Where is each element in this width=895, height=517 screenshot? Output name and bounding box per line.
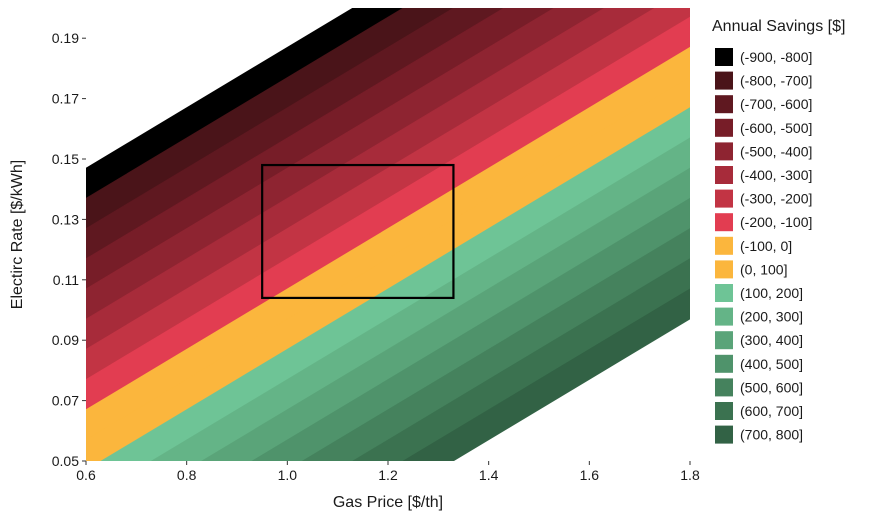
legend-label: (400, 500] [740,356,803,372]
legend-label: (700, 800] [740,427,803,443]
x-tick-label: 1.6 [580,467,600,483]
legend-swatch [715,260,733,279]
legend-label: (-900, -800] [740,49,812,65]
legend-swatch [715,402,733,420]
legend-label: (-700, -600] [740,96,812,112]
x-tick-label: 1.0 [278,467,298,483]
legend-swatch [715,166,733,184]
legend-swatch [715,213,733,232]
legend-swatch [715,236,733,255]
legend-swatch [715,71,733,90]
legend-label: (-400, -300] [740,167,812,183]
contour-band-10 [100,107,690,461]
legend-swatch [715,95,733,114]
y-tick-label: 0.15 [52,151,79,167]
legend-label: (300, 400] [740,332,803,348]
legend-swatch [715,48,733,66]
x-axis: 0.6 0.8 1.0 1.2 1.4 1.6 1.8 [76,461,700,483]
x-tick-label: 0.8 [177,467,197,483]
legend-swatch [715,307,733,326]
legend-swatch [715,142,733,161]
y-tick-label: 0.11 [53,272,79,288]
y-tick-label: 0.19 [52,30,79,46]
x-axis-title: Gas Price [$/th] [333,494,443,511]
annotation-layer [261,163,455,300]
highlight-rectangle [261,163,455,300]
legend-label: (600, 700] [740,403,803,419]
legend-label: (500, 600] [740,379,803,395]
legend: Annual Savings [$] (-900, -800] (-800, -7… [712,18,845,444]
contour-band-14 [301,228,690,461]
y-tick-label: 0.09 [52,332,79,348]
y-axis-title: Electirc Rate [$/kWh] [9,160,26,309]
legend-label: (100, 200] [740,285,803,301]
contour-band-9 [86,77,690,461]
x-tick-label: 0.6 [76,467,96,483]
x-tick-label: 1.8 [680,467,700,483]
y-tick-label: 0.13 [52,211,79,227]
legend-label: (-600, -500] [740,120,812,136]
contour-band-15 [352,258,690,461]
y-tick-label: 0.07 [52,393,79,409]
contour-bands [86,8,690,461]
legend-swatch [715,118,733,137]
legend-swatch [715,284,733,302]
legend-swatch [715,189,733,208]
y-tick-label: 0.17 [52,91,79,107]
legend-label: (0, 100] [740,261,787,277]
legend-label: (200, 300] [740,309,803,325]
legend-swatch [715,425,733,444]
y-axis: 0.05 0.07 0.09 0.11 0.13 0.15 0.17 0.19 [52,30,86,469]
legend-label: (-800, -700] [740,73,812,89]
x-tick-label: 1.4 [479,467,499,483]
legend-swatch [715,354,733,373]
legend-label: (-200, -100] [740,214,812,230]
legend-label: (-100, 0] [740,238,792,254]
contour-band-11 [150,137,690,461]
legend-swatch [715,331,733,350]
contour-band-16 [402,288,690,461]
legend-label: (-300, -200] [740,191,812,207]
contour-band-13 [251,197,690,461]
legend-label: (-500, -400] [740,143,812,159]
legend-swatch [715,378,733,397]
x-tick-label: 1.2 [378,467,398,483]
y-tick-label: 0.05 [52,453,79,469]
legend-title: Annual Savings [$] [712,18,845,35]
contour-band-12 [201,167,690,461]
